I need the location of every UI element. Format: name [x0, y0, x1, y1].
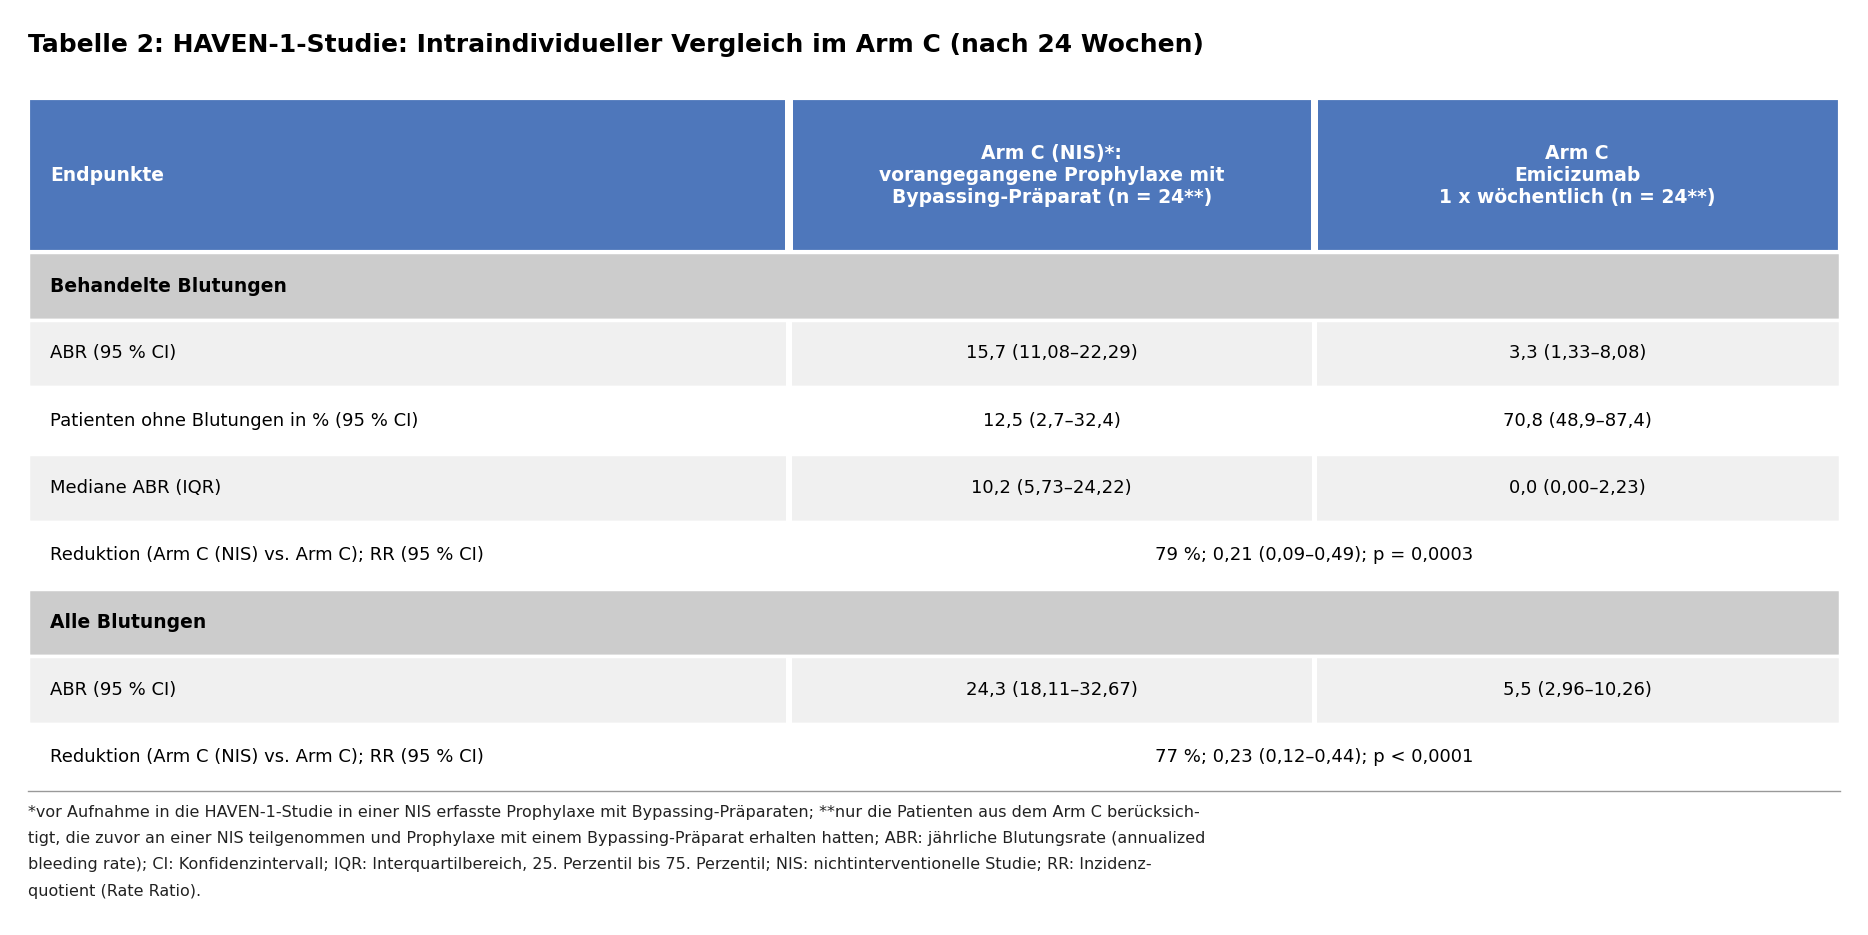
Text: 15,7 (11,08–22,29): 15,7 (11,08–22,29) — [966, 344, 1138, 363]
Text: Patienten ohne Blutungen in % (95 % CI): Patienten ohne Blutungen in % (95 % CI) — [50, 411, 418, 430]
Text: ABR (95 % CI): ABR (95 % CI) — [50, 681, 177, 699]
Text: Alle Blutungen: Alle Blutungen — [50, 613, 207, 632]
Text: Tabelle 2: HAVEN-1-Studie: Intraindividueller Vergleich im Arm C (nach 24 Wochen: Tabelle 2: HAVEN-1-Studie: Intraindividu… — [28, 33, 1203, 57]
Text: 10,2 (5,73–24,22): 10,2 (5,73–24,22) — [971, 479, 1132, 497]
Text: Endpunkte: Endpunkte — [50, 165, 164, 185]
Text: Arm C
Emicizumab
1 x wöchentlich (n = 24**): Arm C Emicizumab 1 x wöchentlich (n = 24… — [1438, 144, 1715, 207]
Text: Behandelte Blutungen: Behandelte Blutungen — [50, 277, 288, 295]
Text: bleeding rate); CI: Konfidenzintervall; IQR: Interquartilbereich, 25. Perzentil : bleeding rate); CI: Konfidenzintervall; … — [28, 857, 1153, 872]
Text: Mediane ABR (IQR): Mediane ABR (IQR) — [50, 479, 222, 497]
Text: 24,3 (18,11–32,67): 24,3 (18,11–32,67) — [966, 681, 1138, 699]
Text: 5,5 (2,96–10,26): 5,5 (2,96–10,26) — [1504, 681, 1651, 699]
Text: 79 %; 0,21 (0,09–0,49); p = 0,0003: 79 %; 0,21 (0,09–0,49); p = 0,0003 — [1156, 546, 1474, 565]
Text: Reduktion (Arm C (NIS) vs. Arm C); RR (95 % CI): Reduktion (Arm C (NIS) vs. Arm C); RR (9… — [50, 546, 484, 565]
Text: tigt, die zuvor an einer NIS teilgenommen und Prophylaxe mit einem Bypassing-Prä: tigt, die zuvor an einer NIS teilgenomme… — [28, 831, 1205, 846]
Text: Arm C (NIS)*:
vorangegangene Prophylaxe mit
Bypassing-Präparat (n = 24**): Arm C (NIS)*: vorangegangene Prophylaxe … — [880, 144, 1224, 207]
Text: 0,0 (0,00–2,23): 0,0 (0,00–2,23) — [1509, 479, 1646, 497]
Text: ABR (95 % CI): ABR (95 % CI) — [50, 344, 177, 363]
Text: 70,8 (48,9–87,4): 70,8 (48,9–87,4) — [1504, 411, 1651, 430]
Text: 12,5 (2,7–32,4): 12,5 (2,7–32,4) — [983, 411, 1121, 430]
Text: quotient (Rate Ratio).: quotient (Rate Ratio). — [28, 884, 202, 899]
Text: *vor Aufnahme in die HAVEN-1-Studie in einer NIS erfasste Prophylaxe mit Bypassi: *vor Aufnahme in die HAVEN-1-Studie in e… — [28, 805, 1199, 820]
Text: Reduktion (Arm C (NIS) vs. Arm C); RR (95 % CI): Reduktion (Arm C (NIS) vs. Arm C); RR (9… — [50, 748, 484, 767]
Text: 3,3 (1,33–8,08): 3,3 (1,33–8,08) — [1509, 344, 1646, 363]
Text: 77 %; 0,23 (0,12–0,44); p < 0,0001: 77 %; 0,23 (0,12–0,44); p < 0,0001 — [1154, 748, 1474, 767]
